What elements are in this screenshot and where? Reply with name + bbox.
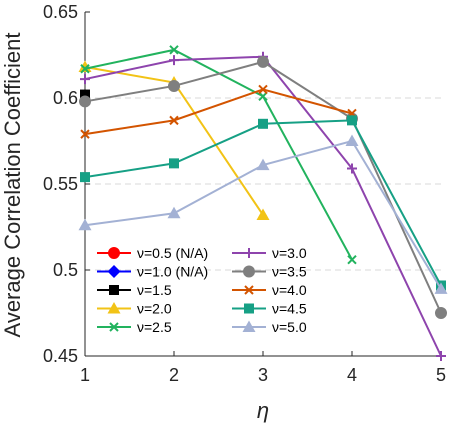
y-tick-label: 0.45 (43, 346, 78, 366)
data-point (169, 115, 179, 126)
data-point (80, 74, 90, 85)
legend: ν=0.5 (N/A) ν=1.0 (N/A) ν=1.5 ν=2.0 ν=2.5 ν=3… (97, 245, 307, 335)
series-line (84, 48, 353, 261)
series-4 (80, 45, 357, 265)
legend-item: ν=4.5 (232, 301, 307, 317)
data-point (169, 158, 179, 169)
data-point (256, 158, 270, 171)
legend-marker (244, 285, 254, 295)
legend-item: ν=3.0 (232, 245, 307, 261)
series-layer (78, 45, 448, 361)
legend-item: ν=2.5 (97, 319, 172, 335)
data-point (79, 95, 91, 108)
data-point (169, 45, 179, 55)
legend-label: ν=2.5 (137, 319, 172, 335)
legend-marker (244, 303, 254, 314)
legend-item: ν=1.0 (N/A) (97, 264, 208, 280)
legend-marker (108, 247, 120, 259)
series-2 (80, 89, 90, 100)
x-tick-label: 5 (436, 365, 446, 385)
legend-marker (242, 320, 256, 332)
y-axis-label: Average Correlation Coefficient (0, 33, 25, 338)
data-point (434, 282, 448, 294)
y-tick-label: 0.6 (53, 88, 78, 108)
data-point (345, 134, 359, 146)
data-point (78, 218, 92, 231)
x-axis-label: η (257, 398, 269, 423)
data-point (347, 163, 357, 174)
data-point (347, 254, 357, 265)
legend-label: ν=0.5 (N/A) (137, 245, 208, 261)
data-point (78, 60, 92, 73)
data-point (258, 91, 268, 101)
x-tick-label: 4 (347, 365, 357, 385)
legend-marker (107, 302, 121, 314)
x-tick-label: 2 (169, 365, 179, 385)
legend-label: ν=1.0 (N/A) (137, 264, 208, 280)
legend-label: ν=3.5 (272, 264, 307, 280)
data-point (80, 172, 90, 183)
legend-label: ν=4.0 (272, 282, 307, 298)
legend-item: ν=1.5 (97, 282, 172, 298)
legend-marker (109, 322, 119, 332)
series-line (84, 88, 353, 136)
data-point (169, 55, 179, 66)
data-point (258, 118, 268, 129)
legend-label: ν=2.0 (137, 301, 172, 317)
x-tick-label: 1 (80, 365, 90, 385)
legend-item: ν=2.0 (97, 301, 172, 317)
legend-item: ν=5.0 (232, 319, 307, 335)
legend-label: ν=5.0 (272, 319, 307, 335)
y-tick-label: 0.5 (53, 260, 78, 280)
data-point (80, 64, 90, 74)
legend-marker (244, 248, 254, 258)
legend-item: ν=4.0 (232, 282, 307, 298)
y-tick-label: 0.55 (43, 174, 78, 194)
legend-item: ν=0.5 (N/A) (97, 245, 208, 261)
series-9 (78, 134, 448, 294)
data-point (435, 307, 447, 319)
legend-label: ν=1.5 (137, 282, 172, 298)
data-point (80, 129, 90, 139)
data-point (168, 79, 180, 92)
legend-marker (107, 265, 121, 278)
legend-label: ν=4.5 (272, 301, 307, 317)
data-point (256, 208, 270, 220)
data-point (167, 206, 181, 219)
legend-marker (243, 265, 255, 278)
series-6 (79, 55, 447, 319)
data-point (258, 84, 268, 95)
legend-label: ν=3.0 (272, 245, 307, 261)
data-point (80, 89, 90, 100)
legend-item: ν=3.5 (232, 264, 307, 280)
x-tick-label: 3 (258, 365, 268, 385)
series-7 (80, 84, 357, 139)
y-tick-label: 0.65 (43, 2, 78, 22)
data-point (347, 115, 357, 126)
data-point (257, 55, 269, 68)
data-point (436, 351, 446, 361)
legend-marker (109, 285, 119, 295)
